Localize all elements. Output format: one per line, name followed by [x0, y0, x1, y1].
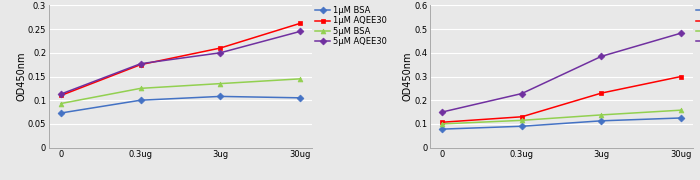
Line: 5μM BSA: 5μM BSA — [59, 76, 302, 106]
1μM BSA — [597, 120, 606, 122]
Line: 5μM BSA: 5μM BSA — [440, 108, 683, 126]
5μM BSA — [57, 102, 65, 105]
1μM AQEE30 — [517, 116, 526, 118]
1μM BSA — [295, 97, 304, 99]
5μM AQEE30 — [517, 93, 526, 95]
5μM AQEE30 — [677, 32, 685, 34]
5μM BSA — [295, 78, 304, 80]
1μM BSA — [216, 95, 225, 98]
Line: 1μM AQEE30: 1μM AQEE30 — [440, 74, 683, 125]
1μM AQEE30 — [597, 92, 606, 94]
5μM AQEE30 — [295, 30, 304, 33]
5μM BSA — [597, 114, 606, 116]
5μM BSA — [517, 119, 526, 122]
Legend: 1μM BSA, 1μM AQEE30, 5μM BSA, 5μM AQEE30: 1μM BSA, 1μM AQEE30, 5μM BSA, 5μM AQEE30 — [696, 5, 700, 47]
Legend: 1μM BSA, 1μM AQEE30, 5μM BSA, 5μM AQEE30: 1μM BSA, 1μM AQEE30, 5μM BSA, 5μM AQEE30 — [314, 5, 388, 47]
1μM BSA — [57, 112, 65, 114]
Line: 1μM BSA: 1μM BSA — [440, 116, 683, 132]
5μM BSA — [216, 82, 225, 85]
1μM AQEE30 — [136, 64, 145, 66]
Line: 5μM AQEE30: 5μM AQEE30 — [440, 31, 683, 114]
5μM AQEE30 — [57, 93, 65, 95]
5μM AQEE30 — [597, 55, 606, 57]
1μM AQEE30 — [677, 75, 685, 78]
1μM BSA — [136, 99, 145, 101]
Line: 5μM AQEE30: 5μM AQEE30 — [59, 29, 302, 96]
1μM AQEE30 — [216, 47, 225, 49]
Y-axis label: OD450nm: OD450nm — [402, 52, 413, 101]
Line: 1μM AQEE30: 1μM AQEE30 — [59, 21, 302, 98]
1μM BSA — [677, 117, 685, 119]
1μM BSA — [517, 125, 526, 127]
5μM AQEE30 — [438, 111, 447, 113]
1μM BSA — [438, 128, 447, 130]
Line: 1μM BSA: 1μM BSA — [59, 94, 302, 115]
5μM BSA — [438, 123, 447, 125]
1μM AQEE30 — [438, 121, 447, 123]
1μM AQEE30 — [57, 94, 65, 96]
Y-axis label: OD450nm: OD450nm — [17, 52, 27, 101]
5μM AQEE30 — [216, 52, 225, 54]
5μM AQEE30 — [136, 63, 145, 65]
1μM AQEE30 — [295, 22, 304, 24]
5μM BSA — [136, 87, 145, 89]
5μM BSA — [677, 109, 685, 111]
